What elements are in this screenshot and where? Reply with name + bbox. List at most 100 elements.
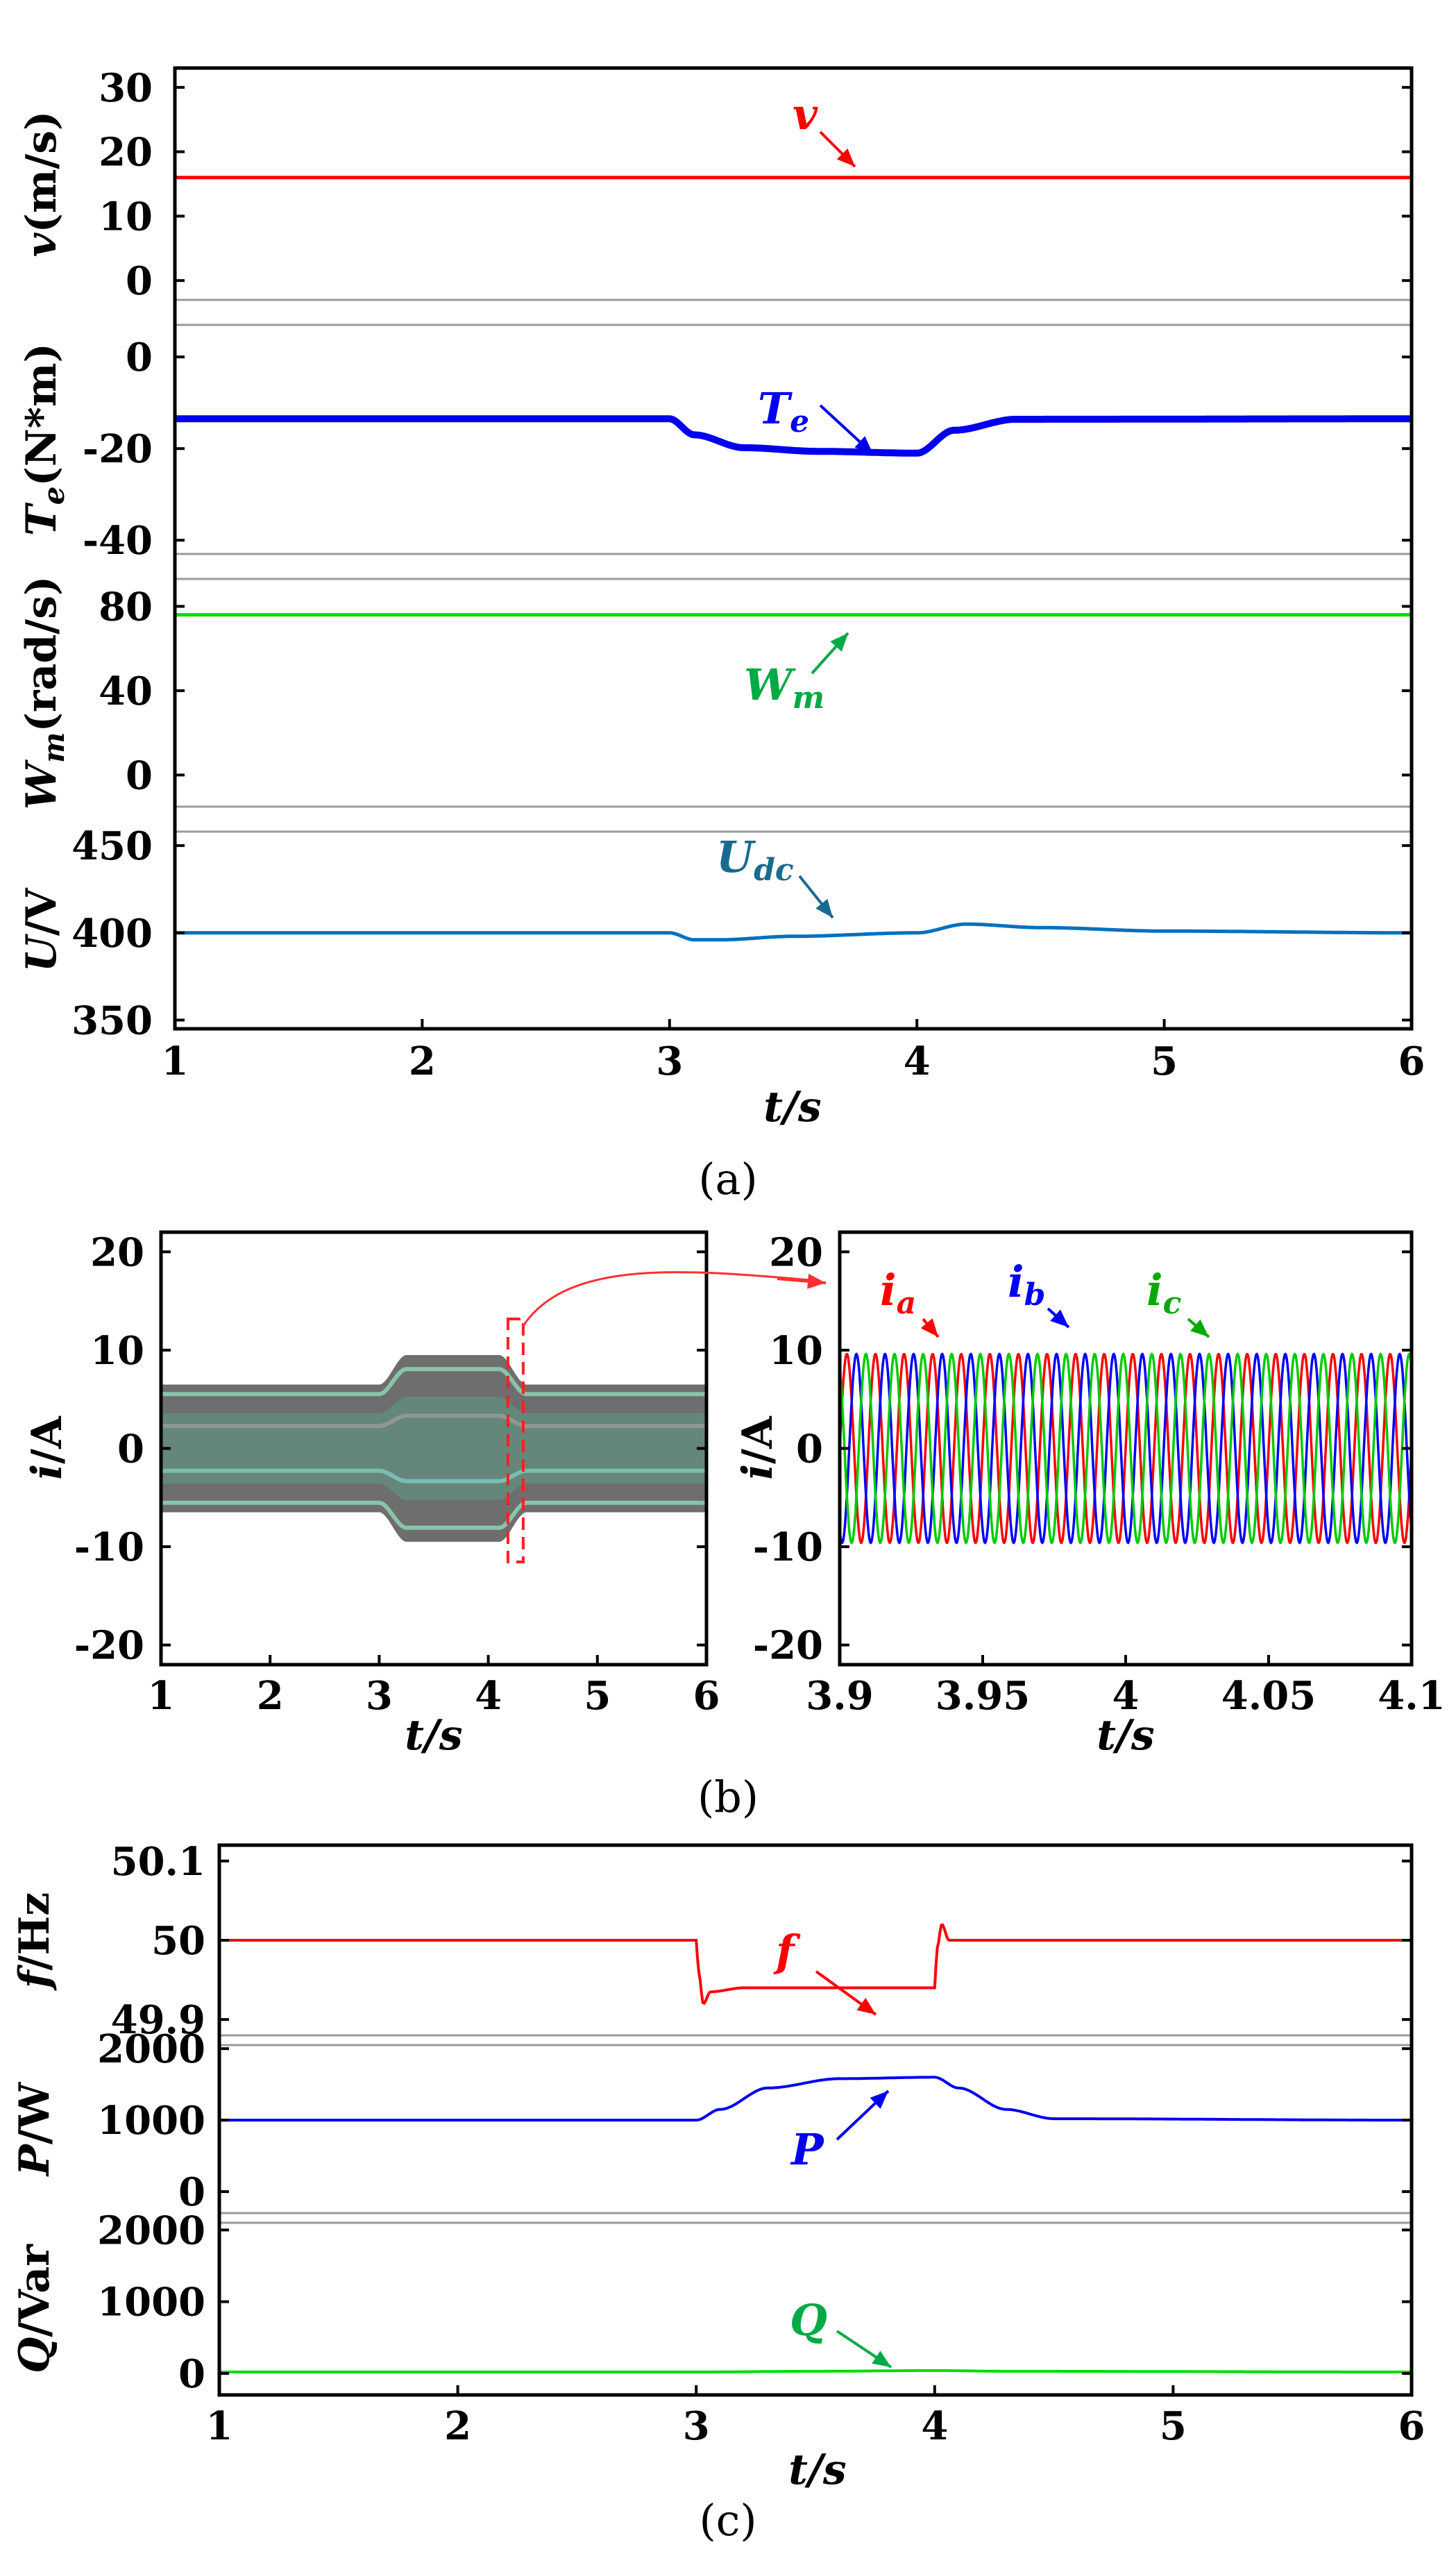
annotation-label: P bbox=[790, 2124, 825, 2175]
annotation-label: v bbox=[793, 89, 818, 140]
caption-c: (c) bbox=[699, 2495, 756, 2546]
annotation-Q: Q bbox=[790, 2295, 892, 2369]
annotation-v: v bbox=[793, 89, 856, 168]
x-tick-label: 2 bbox=[257, 1673, 284, 1719]
y-tick-label: 2000 bbox=[97, 2026, 205, 2072]
x-tick-label: 6 bbox=[1398, 1039, 1425, 1084]
current-streak bbox=[161, 1367, 706, 1397]
chart-b-right: 20 10 0 -10 -203.9 3.95 4 4.05 4.1 t/s i/A (b) ia ib i… bbox=[697, 1229, 1446, 1822]
annotation-label: Te bbox=[758, 383, 809, 439]
x-tick-label: 4 bbox=[1112, 1673, 1140, 1719]
zoom-region bbox=[506, 1318, 525, 1563]
y-tick-label: 0 bbox=[126, 335, 153, 380]
y-tick-label: 450 bbox=[71, 823, 153, 869]
ylabel-b-left: i/A bbox=[23, 1415, 71, 1480]
x-tick-label: 2 bbox=[444, 2403, 471, 2449]
series-Udc bbox=[175, 922, 1412, 942]
y-tick-label: 1000 bbox=[97, 2098, 205, 2144]
y-tick-label: 10 bbox=[99, 194, 153, 239]
annotation-Te: Te bbox=[758, 383, 874, 455]
series-ib bbox=[838, 1352, 1413, 1545]
annotation-arrow bbox=[819, 131, 856, 168]
annotation-arrow bbox=[811, 632, 849, 675]
series-Q bbox=[219, 2369, 1412, 2373]
y-tick-label: 0 bbox=[117, 1427, 144, 1472]
annotation-arrow bbox=[1187, 1318, 1210, 1338]
series-ic bbox=[838, 1352, 1413, 1545]
ylabel-a-4: U/V bbox=[17, 887, 66, 972]
chart-c: 50.1 50 49.9 f/Hz 2000 1000 0 P/W 2000 1000 0 Q/Var… bbox=[10, 1839, 1425, 2546]
y-tick-label: 10 bbox=[769, 1328, 823, 1374]
current-streak bbox=[161, 1468, 706, 1483]
y-tick-label: -10 bbox=[753, 1524, 823, 1570]
y-tick-label: -20 bbox=[753, 1623, 823, 1669]
annotation-Wm: Wm bbox=[744, 632, 849, 716]
y-tick-label: 0 bbox=[178, 2169, 205, 2215]
x-tick-label: 1 bbox=[162, 1039, 189, 1084]
current-streak bbox=[161, 1413, 706, 1429]
annotation-label: Q bbox=[790, 2295, 827, 2346]
current-streak bbox=[161, 1500, 706, 1530]
annotation-label: Udc bbox=[716, 832, 794, 888]
plot-frame-a bbox=[173, 66, 1414, 1031]
x-tick-label: 3 bbox=[656, 1039, 683, 1084]
zoom-connector bbox=[522, 1271, 820, 1327]
panel-c-1: 50.1 50 49.9 f/Hz bbox=[10, 1839, 1412, 2043]
x-tick-label: 3.9 bbox=[806, 1673, 873, 1719]
annotation-arrow bbox=[815, 1970, 877, 2016]
series-P bbox=[219, 2076, 1412, 2122]
y-tick-label: 80 bbox=[99, 584, 153, 630]
y-tick-label: 0 bbox=[796, 1427, 823, 1472]
y-tick-label: 50.1 bbox=[111, 1839, 205, 1885]
panel-a-3: 80 40 0 Wm(rad/s) bbox=[17, 576, 1412, 810]
annotation-P: P bbox=[790, 2090, 890, 2175]
x-tick-label: 3 bbox=[366, 1673, 393, 1719]
annotation-arrow bbox=[819, 404, 874, 455]
annotation-arrow bbox=[836, 2090, 890, 2141]
x-tick-label: 2 bbox=[409, 1039, 436, 1084]
xlabel-b-right: t/s bbox=[1097, 1711, 1154, 1760]
ylabel-a-2: Te(N*m) bbox=[17, 343, 71, 536]
x-tick-label: 5 bbox=[584, 1673, 611, 1719]
chart-a: 3020100v(m/s)0-20-40Te(N*m)80400Wm(rad/s… bbox=[17, 65, 1425, 1204]
y-tick-label: -20 bbox=[74, 1623, 144, 1669]
x-tick-label: 3.95 bbox=[936, 1673, 1030, 1719]
y-tick-label: 0 bbox=[126, 752, 153, 798]
ylabel-a-3: Wm(rad/s) bbox=[17, 576, 71, 810]
x-tick-label: 5 bbox=[1151, 1039, 1178, 1084]
series-Te bbox=[175, 415, 1412, 457]
x-tick-label: 4.1 bbox=[1378, 1673, 1445, 1719]
x-tick-label: 4 bbox=[904, 1039, 931, 1084]
annotation-arrow bbox=[920, 1318, 940, 1338]
x-tick-label: 5 bbox=[1160, 2403, 1187, 2449]
ylabel-c-1: f/Hz bbox=[10, 1892, 59, 1992]
annotation-label: f bbox=[773, 1926, 801, 1976]
x-tick-label: 1 bbox=[148, 1673, 175, 1719]
plot-frame-c bbox=[217, 1843, 1414, 2397]
annotation-label: ia bbox=[880, 1265, 916, 1321]
x-tick-label: 6 bbox=[693, 1673, 720, 1719]
caption-b: (b) bbox=[697, 1772, 759, 1822]
panel-a-2: 0 -20 -40 Te(N*m) bbox=[17, 335, 1412, 564]
y-tick-label: 20 bbox=[90, 1229, 144, 1275]
y-tick-label: 400 bbox=[71, 911, 153, 957]
annotation-Udc: Udc bbox=[716, 832, 834, 919]
annotation-arrow bbox=[798, 875, 834, 919]
y-tick-label: 20 bbox=[99, 130, 153, 176]
y-tick-label: 0 bbox=[126, 258, 153, 304]
xlabel-a: t/s bbox=[763, 1083, 821, 1132]
x-tick-label: 1 bbox=[206, 2403, 233, 2449]
ylabel-c-2: P/W bbox=[10, 2081, 59, 2177]
annotation-ic: ic bbox=[1146, 1265, 1210, 1338]
panel-a-1: 30 20 10 0 v(m/s) bbox=[17, 65, 1412, 304]
y-tick-label: 2000 bbox=[97, 2208, 205, 2253]
y-tick-label: 0 bbox=[178, 2351, 205, 2397]
annotation-ib: ib bbox=[1008, 1256, 1070, 1329]
x-tick-label: 4 bbox=[921, 2403, 948, 2449]
xlabel-b-left: t/s bbox=[405, 1711, 462, 1760]
panel-c-2: 2000 1000 0 P/W bbox=[10, 2026, 1412, 2215]
annotation-label: ib bbox=[1008, 1256, 1045, 1313]
